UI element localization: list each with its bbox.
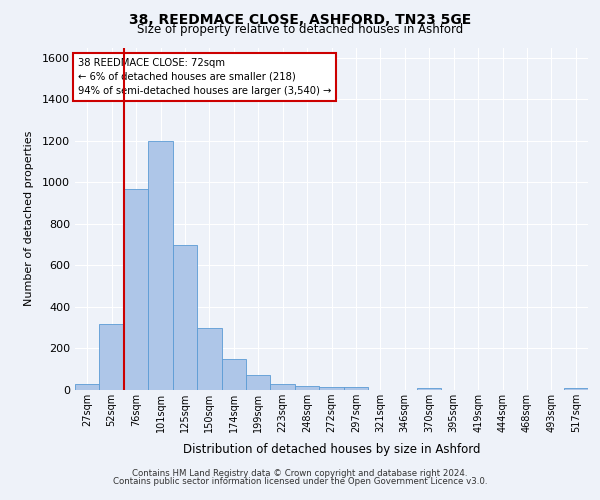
Text: Size of property relative to detached houses in Ashford: Size of property relative to detached ho…	[137, 22, 463, 36]
Text: Contains HM Land Registry data © Crown copyright and database right 2024.: Contains HM Land Registry data © Crown c…	[132, 468, 468, 477]
Bar	[295, 386, 319, 390]
Text: 38, REEDMACE CLOSE, ASHFORD, TN23 5GE: 38, REEDMACE CLOSE, ASHFORD, TN23 5GE	[129, 12, 471, 26]
Y-axis label: Number of detached properties: Number of detached properties	[23, 131, 34, 306]
Bar	[344, 387, 368, 390]
Text: Contains public sector information licensed under the Open Government Licence v3: Contains public sector information licen…	[113, 477, 487, 486]
Bar	[148, 141, 173, 390]
Bar	[246, 376, 271, 390]
Bar	[197, 328, 221, 390]
Bar	[124, 188, 148, 390]
Bar	[75, 384, 100, 390]
Bar	[319, 387, 344, 390]
Bar	[271, 384, 295, 390]
Bar	[173, 244, 197, 390]
Bar	[417, 388, 442, 390]
Bar	[100, 324, 124, 390]
Text: 38 REEDMACE CLOSE: 72sqm
← 6% of detached houses are smaller (218)
94% of semi-d: 38 REEDMACE CLOSE: 72sqm ← 6% of detache…	[77, 58, 331, 96]
Bar	[563, 388, 588, 390]
Bar	[221, 359, 246, 390]
X-axis label: Distribution of detached houses by size in Ashford: Distribution of detached houses by size …	[183, 444, 480, 456]
